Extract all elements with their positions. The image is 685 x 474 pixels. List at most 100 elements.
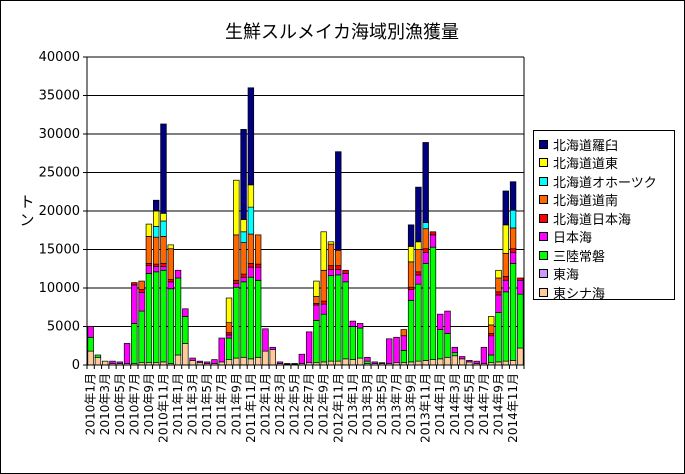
bar-segment [407,224,415,247]
x-tick-label: 2012年7月 [302,373,316,435]
bar-segment [495,291,502,296]
bar-segment [218,337,225,363]
bar-segment [262,350,269,366]
bar-segment [167,248,174,280]
bar-segment [422,248,429,253]
legend-item-sanriku-joban: 三陸常磐 [539,246,606,265]
bar-segment [189,360,196,366]
bar-segment [407,289,415,301]
bar-segment [407,261,415,288]
bar-segment [495,294,502,313]
bar-segment [313,296,320,304]
bar-segment [509,360,517,366]
bar-segment [473,360,480,364]
x-tick-label: 2010年5月 [113,373,127,435]
bar-segment [160,263,167,267]
bar-segment [509,248,517,253]
bar-segment [174,269,182,279]
bar-segment [320,300,327,305]
bar-segment [422,142,429,223]
bar-segment [284,363,291,365]
bar-segment [517,279,524,295]
bar-segment [415,249,422,273]
bar-segment [327,265,335,270]
bar-segment [233,179,240,236]
legend-label: 三陸常磐 [553,249,606,265]
bar-segment [240,129,247,220]
bar-segment [145,273,153,364]
bar-segment [276,361,284,364]
bar-segment [502,276,509,281]
bar-segment [349,326,357,360]
bar-segment [247,358,255,366]
bar-segment [335,265,342,270]
legend-swatch [539,232,548,241]
bar-segment [509,181,517,211]
bar-segment [174,277,182,356]
legend-item-hokkaido-sea-of-japan: 北海道日本海 [539,209,631,228]
bar-segment [488,354,495,364]
bar-segment [138,310,145,364]
bar-segment [196,360,204,364]
bar-segment [240,276,247,283]
bar-segment [495,312,502,363]
bar-segment [517,293,524,349]
bar-segment [160,123,167,214]
bar-segment [437,329,444,360]
bar-segment [451,352,458,357]
bar-segment [422,360,429,366]
x-tick-label: 2010年3月 [98,373,112,435]
bar-segment [415,283,422,362]
bar-segment [87,336,94,352]
bar-segment [502,190,509,226]
bar-segment [495,277,502,293]
bar-segment [233,279,240,284]
legend-item-sea-of-japan: 日本海 [539,228,592,246]
bar-segment [451,346,458,354]
x-tick-label: 2011年3月 [186,373,200,435]
x-tick-label: 2011年7月 [215,373,229,435]
x-tick-label: 2010年9月 [142,373,156,435]
bar-segment [182,308,189,317]
legend-label: 北海道道東 [553,157,619,172]
bar-segment [451,355,458,366]
bar-segment [335,249,342,267]
legend-item-doto: 北海道道東 [539,154,618,172]
bar-segment [153,210,160,227]
bar-segment [182,316,189,344]
legend-swatch [539,195,548,204]
legend-swatch [539,213,548,223]
bar-segment [211,359,218,364]
legend-item-donan: 北海道道南 [539,191,618,209]
bar-segment [269,346,276,350]
bar-segment [502,253,509,277]
bar-segment [502,224,509,254]
bar-segment [247,233,255,264]
x-tick-label: 2012年3月 [273,373,287,435]
bar-segment [145,223,153,237]
x-tick-label: 2013年1月 [346,373,360,435]
legend-swatch [539,158,548,167]
bar-segment [386,338,393,364]
bar-segment [313,280,320,297]
bar-segment [320,313,327,363]
bar-segment [225,337,233,360]
bar-segment [313,319,320,364]
y-tick-label: 0 [72,358,80,373]
y-tick-label: 35000 [39,89,80,104]
bar-segment [131,284,138,324]
bar-segment [254,234,262,265]
bar-segment [327,241,335,245]
x-tick-label: 2013年5月 [375,373,389,435]
bar-segment [233,283,240,288]
bar-segment [102,360,109,366]
bar-segment [335,274,342,362]
bar-segment [160,266,167,271]
x-tick-label: 2014年1月 [433,373,447,435]
x-tick-label: 2012年9月 [317,373,331,435]
legend: 北海道羅臼 北海道道東 北海道オホーツク 北海道道南 北海道日本海 日本海 三陸… [533,130,675,302]
bar-segment [349,320,357,327]
bar-segment [422,228,429,250]
bar-segment [298,353,306,364]
x-tick-label: 2010年11月 [156,373,170,443]
